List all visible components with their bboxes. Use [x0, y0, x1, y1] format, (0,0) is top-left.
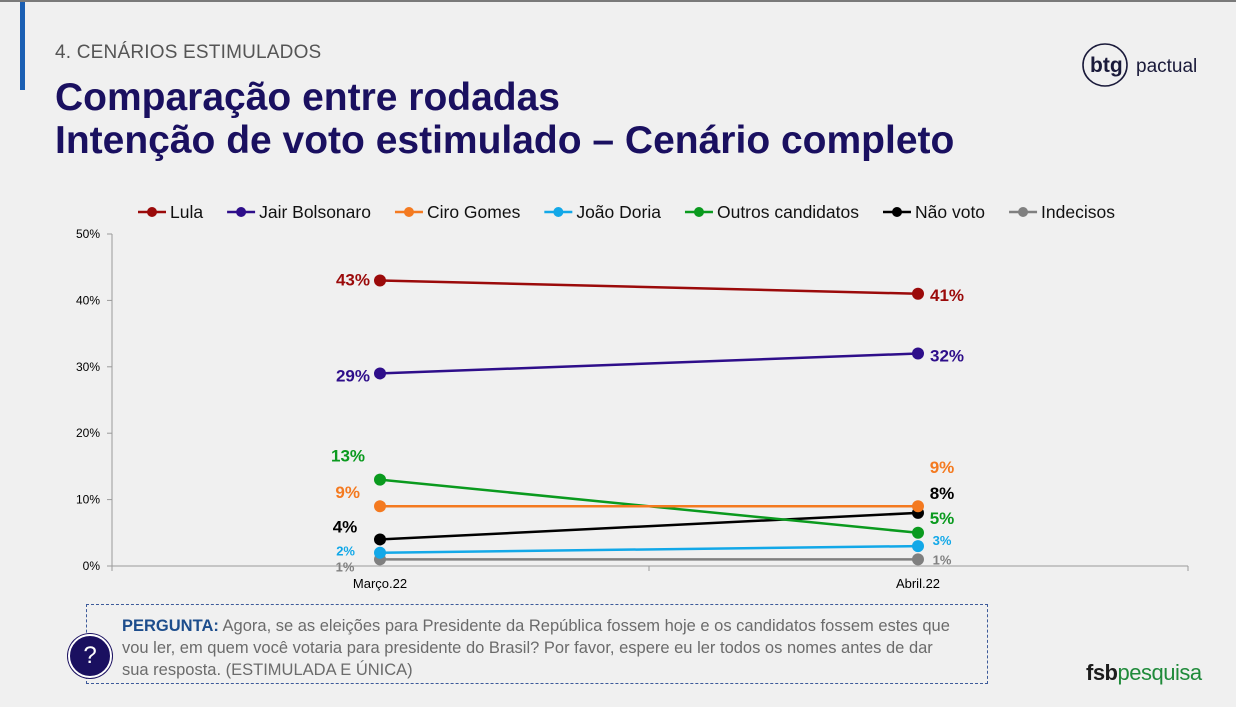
data-label: 32% — [930, 347, 964, 366]
data-label: 3% — [933, 533, 952, 548]
legend-item-indecisos: Indecisos — [1009, 202, 1115, 222]
data-point — [374, 274, 386, 287]
legend-label: Jair Bolsonaro — [259, 202, 371, 222]
x-tick-label: Março.22 — [353, 576, 407, 591]
legend-label: Não voto — [915, 202, 985, 222]
legend-item-lula: Lula — [138, 202, 203, 222]
legend-swatch-marker — [693, 207, 704, 217]
fsb-logo-prefix: fsb — [1086, 660, 1118, 685]
data-point — [374, 473, 386, 486]
btg-logo-prefix: btg — [1090, 54, 1123, 77]
legend-swatch-marker — [147, 207, 157, 217]
data-point — [912, 287, 924, 300]
legend-swatch-marker — [1018, 207, 1029, 217]
legend-label: Lula — [170, 202, 203, 222]
data-label: 4% — [333, 517, 358, 536]
question-body: Agora, se as eleições para Presidente da… — [122, 617, 950, 679]
question-text: PERGUNTA: Agora, se as eleições para Pre… — [122, 615, 962, 681]
legend-swatch-marker — [892, 207, 902, 217]
data-label: 5% — [930, 509, 955, 528]
legend-item-outros-candidatos: Outros candidatos — [684, 202, 859, 222]
legend-label: Indecisos — [1041, 202, 1115, 222]
btg-logo-suffix: pactual — [1136, 56, 1197, 77]
data-point — [374, 546, 386, 559]
series-nao-voto: 4% 8% — [333, 484, 955, 546]
legend-swatch-marker — [236, 207, 247, 217]
data-label: 13% — [331, 447, 365, 466]
data-point — [912, 347, 924, 360]
series-outros-candidatos: 13% 5% — [331, 447, 954, 539]
title-line-1: Comparação entre rodadas — [55, 76, 561, 119]
data-point — [912, 540, 924, 553]
chart-legend: Lula Jair Bolsonaro Ciro Gomes João Doria Ou… — [138, 202, 1115, 222]
data-point — [912, 500, 924, 513]
series-line — [379, 279, 919, 296]
section-label: 4. CENÁRIOS ESTIMULADOS — [55, 42, 322, 63]
legend-label: João Doria — [576, 202, 661, 222]
series-ciro-gomes: 9% 9% — [335, 458, 955, 513]
data-label: 1% — [336, 559, 355, 574]
legend-label: Ciro Gomes — [427, 202, 521, 222]
series-line — [379, 352, 919, 375]
question-label: PERGUNTA: — [122, 617, 219, 635]
legend-label: Outros candidatos — [717, 202, 859, 222]
data-label: 41% — [930, 286, 964, 305]
legend-item-jair-bolsonaro: Jair Bolsonaro — [227, 202, 371, 222]
line-chart: Lula Jair Bolsonaro Ciro Gomes João Doria Ou… — [76, 202, 1189, 591]
data-label: 29% — [336, 366, 370, 385]
series-lula: 43% 41% — [336, 270, 964, 304]
legend-item-joao-doria: João Doria — [544, 202, 661, 222]
accent-bar — [20, 2, 25, 90]
data-label: 9% — [930, 458, 955, 477]
data-point — [374, 533, 386, 546]
data-label: 8% — [930, 484, 955, 503]
series-line — [379, 511, 919, 541]
question-mark-icon: ? — [68, 634, 112, 678]
y-tick-label: 50% — [76, 227, 100, 241]
data-point — [374, 367, 386, 380]
data-point — [912, 526, 924, 539]
fsb-pesquisa-logo: fsbpesquisa — [1086, 660, 1202, 686]
data-point — [912, 553, 924, 566]
y-tick-label: 30% — [76, 360, 100, 374]
page-title: Comparação entre rodadas Intenção de vot… — [55, 76, 954, 162]
legend-swatch-marker — [553, 207, 564, 217]
data-point — [374, 500, 386, 513]
series-indecisos: 1% 1% — [336, 552, 952, 574]
series-line — [379, 544, 919, 554]
top-rule — [0, 0, 1236, 2]
data-label: 9% — [335, 483, 360, 502]
x-tick-label: Abril.22 — [896, 576, 940, 591]
y-tick-label: 40% — [76, 293, 100, 307]
y-tick-label: 10% — [76, 493, 100, 507]
legend-swatch-marker — [403, 207, 414, 217]
fsb-logo-suffix: pesquisa — [1117, 660, 1203, 685]
legend-item-ciro-gomes: Ciro Gomes — [394, 202, 521, 222]
data-label: 2% — [336, 544, 355, 559]
btg-pactual-logo: btg pactual — [1082, 43, 1197, 87]
legend-item-nao-voto: Não voto — [883, 202, 985, 222]
chart-axes: 0% 10% 20% 30% 40% 50% Março.22 Abril.22 — [76, 227, 1189, 591]
y-tick-label: 20% — [76, 426, 100, 440]
series-joao-doria: 2% 3% — [336, 533, 952, 559]
data-label: 1% — [933, 552, 952, 567]
title-line-2: Intenção de voto estimulado – Cenário co… — [55, 119, 955, 162]
series-jair-bolsonaro: 29% 32% — [336, 347, 964, 386]
data-label: 43% — [336, 270, 370, 289]
chart-series: 1% 1% 4% 8% 13% 5% 2% 3% 9% 9% 29% 32% 43% 41% — [331, 270, 964, 574]
y-tick-label: 0% — [83, 559, 101, 573]
